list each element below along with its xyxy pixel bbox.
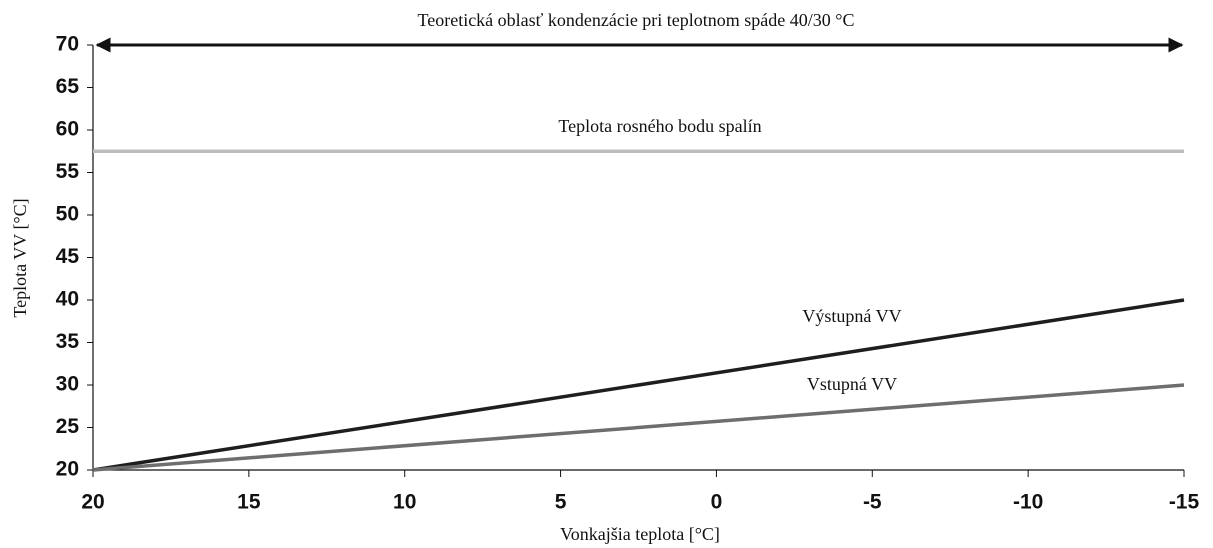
series-line (92, 383, 1185, 472)
x-tick-label: -15 (1169, 491, 1200, 514)
y-tick-label: 30 (56, 373, 79, 396)
y-tick-label: 45 (56, 245, 80, 268)
y-tick-label: 65 (56, 75, 80, 98)
y-tick-label: 55 (56, 160, 80, 183)
y-tick-label: 25 (56, 415, 80, 438)
series-label: Vstupná VV (807, 374, 897, 394)
y-tick-label: 60 (56, 118, 79, 141)
x-tick-label: 20 (81, 491, 104, 514)
y-tick-label: 50 (56, 203, 79, 226)
y-tick-label: 20 (56, 458, 79, 481)
x-tick-label: -5 (863, 491, 882, 514)
series-line (92, 298, 1185, 472)
x-tick-label: -10 (1013, 491, 1043, 514)
y-axis-label: Teplota VV [°C] (10, 198, 30, 317)
chart-title: Teoretická oblasť kondenzácie pri teplot… (417, 10, 854, 30)
x-tick-label: 10 (393, 491, 416, 514)
y-tick-label: 35 (56, 330, 80, 353)
series-label: Teplota rosného bodu spalín (558, 116, 761, 136)
series-label: Výstupná VV (802, 306, 901, 326)
x-tick-label: 5 (555, 491, 567, 514)
x-axis-label: Vonkajšia teplota [°C] (560, 524, 720, 544)
y-tick-label: 40 (56, 288, 79, 311)
x-tick-label: 0 (711, 491, 723, 514)
y-tick-label: 70 (56, 33, 79, 56)
x-tick-label: 15 (237, 491, 261, 514)
